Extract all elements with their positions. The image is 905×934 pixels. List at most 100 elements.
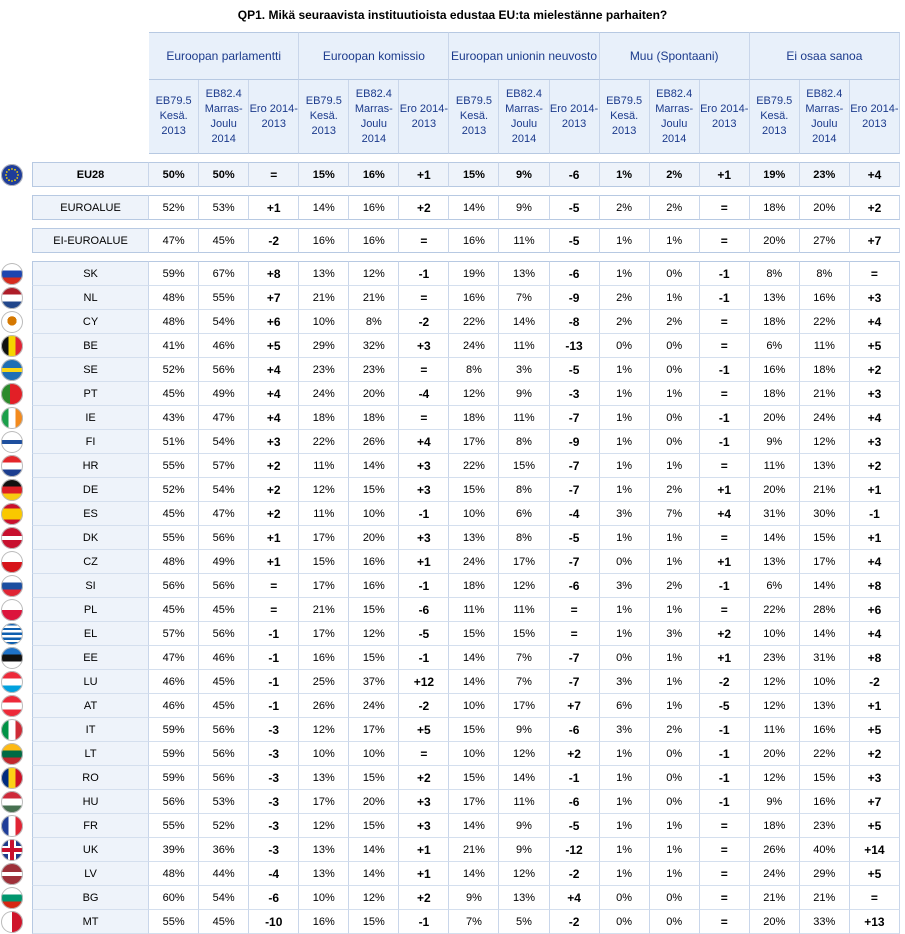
change-cell: +2	[849, 454, 900, 478]
value-cell: 9%	[499, 814, 550, 838]
value-cell: 1%	[599, 766, 650, 790]
sub-header: EB82.4 Marras-Joulu 2014	[499, 80, 550, 154]
value-cell: 20%	[749, 910, 800, 934]
change-cell: -1	[399, 502, 450, 526]
value-cell: 17%	[299, 526, 350, 550]
change-cell: +7	[849, 228, 900, 253]
value-cell: 23%	[299, 358, 350, 382]
value-cell: 59%	[149, 766, 200, 790]
change-cell: +3	[399, 814, 450, 838]
value-cell: 18%	[299, 406, 350, 430]
change-cell: -5	[699, 694, 750, 718]
value-cell: 6%	[749, 574, 800, 598]
value-cell: 6%	[599, 694, 650, 718]
value-cell: 11%	[299, 454, 350, 478]
uk-flag-icon	[1, 839, 23, 861]
row-country: BE 41% 46% +5 29% 32% +3 24% 11% -13 0% 0% = 6% 11% +5	[32, 334, 900, 358]
change-cell: -7	[549, 550, 600, 574]
value-cell: 12%	[499, 574, 550, 598]
change-cell: +6	[249, 310, 300, 334]
change-cell: -5	[399, 622, 450, 646]
sub-header: Ero 2014-2013	[849, 80, 900, 154]
value-cell: 29%	[799, 862, 850, 886]
row-label: EL	[32, 622, 150, 646]
ro-flag-icon	[1, 767, 23, 789]
change-cell: -1	[399, 646, 450, 670]
value-cell: 11%	[449, 598, 500, 622]
header-corner	[32, 80, 150, 154]
change-cell: +7	[249, 286, 300, 310]
row-label: UK	[32, 838, 150, 862]
value-cell: 1%	[649, 670, 700, 694]
value-cell: 45%	[149, 598, 200, 622]
change-cell: -5	[549, 228, 600, 253]
change-cell: =	[399, 228, 450, 253]
change-cell: +2	[399, 766, 450, 790]
nl-flag-icon	[1, 287, 23, 309]
change-cell: +2	[399, 195, 450, 220]
row-label: PL	[32, 598, 150, 622]
value-cell: 46%	[149, 670, 200, 694]
value-cell: 21%	[299, 598, 350, 622]
value-cell: 2%	[649, 718, 700, 742]
value-cell: 14%	[449, 646, 500, 670]
value-cell: 14%	[299, 195, 350, 220]
row-label: EUROALUE	[32, 195, 150, 220]
sub-header: Ero 2014-2013	[699, 80, 750, 154]
value-cell: 7%	[499, 286, 550, 310]
value-cell: 9%	[499, 162, 550, 187]
value-cell: 1%	[649, 646, 700, 670]
value-cell: 13%	[799, 454, 850, 478]
change-cell: +13	[849, 910, 900, 934]
value-cell: 1%	[599, 406, 650, 430]
value-cell: 17%	[299, 622, 350, 646]
value-cell: 14%	[349, 862, 400, 886]
value-cell: 15%	[449, 718, 500, 742]
value-cell: 0%	[649, 334, 700, 358]
change-cell: +2	[849, 358, 900, 382]
row-label: HR	[32, 454, 150, 478]
value-cell: 0%	[649, 358, 700, 382]
value-cell: 45%	[199, 670, 250, 694]
change-cell: -1	[699, 406, 750, 430]
value-cell: 7%	[499, 670, 550, 694]
value-cell: 15%	[449, 622, 500, 646]
row-label: EE	[32, 646, 150, 670]
value-cell: 56%	[199, 622, 250, 646]
change-cell: +4	[699, 502, 750, 526]
change-cell: +4	[849, 406, 900, 430]
row-country: FR 55% 52% -3 12% 15% +3 14% 9% -5 1% 1% = 18% 23% +5	[32, 814, 900, 838]
change-cell: +8	[849, 646, 900, 670]
value-cell: 0%	[599, 334, 650, 358]
value-cell: 21%	[299, 286, 350, 310]
change-cell: =	[549, 622, 600, 646]
value-cell: 12%	[499, 742, 550, 766]
value-cell: 33%	[799, 910, 850, 934]
change-cell: -2	[249, 228, 300, 253]
value-cell: 2%	[649, 574, 700, 598]
value-cell: 56%	[199, 718, 250, 742]
sub-header: Ero 2014-2013	[399, 80, 450, 154]
value-cell: 28%	[799, 598, 850, 622]
es-flag-icon	[1, 503, 23, 525]
row-country: ES 45% 47% +2 11% 10% -1 10% 6% -4 3% 7% +4 31% 30% -1	[32, 502, 900, 526]
value-cell: 40%	[799, 838, 850, 862]
row-gap	[32, 253, 900, 261]
lv-flag-icon	[1, 863, 23, 885]
value-cell: 56%	[199, 358, 250, 382]
fr-flag-icon	[1, 815, 23, 837]
change-cell: +2	[699, 622, 750, 646]
value-cell: 13%	[449, 526, 500, 550]
value-cell: 10%	[799, 670, 850, 694]
value-cell: 22%	[749, 598, 800, 622]
change-cell: -3	[249, 742, 300, 766]
change-cell: +3	[849, 430, 900, 454]
change-cell: =	[249, 598, 300, 622]
change-cell: -5	[549, 358, 600, 382]
value-cell: 55%	[149, 526, 200, 550]
change-cell: -6	[399, 598, 450, 622]
value-cell: 18%	[449, 406, 500, 430]
row-label: EI-EUROALUE	[32, 228, 150, 253]
value-cell: 22%	[799, 742, 850, 766]
row-country: UK 39% 36% -3 13% 14% +1 21% 9% -12 1% 1% = 26% 40% +14	[32, 838, 900, 862]
